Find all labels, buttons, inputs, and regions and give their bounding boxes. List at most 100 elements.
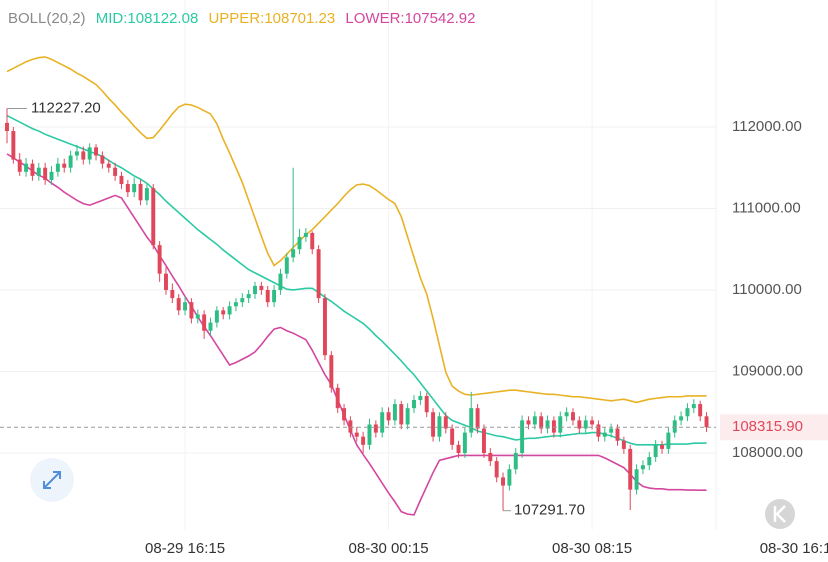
candle-body: [469, 408, 474, 433]
legend: BOLL(20,2) MID:108122.08 UPPER:108701.23…: [8, 10, 475, 27]
candle-body: [49, 171, 54, 180]
candle-body: [214, 310, 219, 323]
legend-mid: MID:108122.08: [96, 10, 199, 27]
candle-body: [62, 163, 67, 168]
x-tick-label: 08-29 16:15: [145, 540, 225, 557]
candle-body: [361, 436, 366, 445]
candle-body: [55, 163, 60, 172]
candle-body: [259, 285, 264, 290]
candle-body: [119, 175, 124, 185]
y-tick-label: 112000.00: [732, 118, 802, 135]
candle-body: [183, 302, 188, 311]
indicator-name: BOLL(20,2): [8, 10, 86, 27]
candle-body: [628, 448, 633, 490]
candle-body: [634, 469, 639, 490]
candle-body: [685, 408, 690, 417]
candle-body: [138, 184, 143, 201]
y-tick-label: 111000.00: [732, 199, 801, 216]
candle-body: [698, 404, 703, 417]
candle-body: [265, 289, 270, 303]
candle-body: [5, 122, 9, 132]
band-line: [6, 153, 707, 516]
candle-body: [208, 322, 213, 331]
candle-body: [443, 416, 448, 429]
candle-body: [475, 408, 480, 429]
y-tick-label: 110000.00: [732, 281, 802, 298]
candle-body: [507, 469, 512, 486]
candle-body: [87, 147, 92, 160]
candles: [5, 108, 709, 511]
last-price-label: 108315.90: [732, 418, 803, 435]
candle-body: [513, 452, 518, 470]
candle-body: [405, 408, 410, 425]
candle-body: [571, 412, 575, 421]
candle-body: [221, 310, 226, 315]
candle-body: [577, 420, 582, 429]
candle-body: [551, 420, 556, 433]
candle-body: [380, 412, 385, 433]
candle-body: [24, 163, 29, 172]
candle-body: [195, 314, 200, 319]
candle-body: [660, 444, 664, 449]
x-tick-label: 08-30 00:15: [349, 540, 429, 557]
candle-body: [354, 432, 359, 437]
candle-body: [545, 420, 550, 429]
candle-body: [412, 400, 416, 409]
candle-body: [74, 151, 79, 156]
candle-body: [157, 245, 162, 274]
candle-body: [615, 428, 620, 441]
candle-body: [94, 147, 98, 156]
candle-body: [431, 412, 436, 437]
candle-body: [81, 151, 86, 160]
candle-body: [621, 440, 626, 449]
candle-body: [399, 404, 404, 425]
candle-body: [640, 465, 645, 470]
candle-body: [653, 444, 658, 458]
latest-bg[interactable]: [765, 499, 795, 529]
candle-body: [437, 416, 442, 437]
candle-body: [348, 420, 353, 433]
candle-body: [596, 424, 601, 437]
expand-button[interactable]: [30, 458, 74, 502]
candle-body: [666, 432, 671, 449]
candle-body: [679, 416, 684, 421]
candle-body: [284, 257, 289, 274]
band-line: [6, 56, 707, 404]
candle-body: [151, 188, 156, 246]
candle-body: [418, 395, 423, 401]
candle-body: [367, 424, 372, 445]
candle-body: [144, 188, 149, 201]
y-tick-label: 108000.00: [732, 444, 803, 461]
x-tick-label: 08-30 08:15: [552, 540, 632, 557]
candle-body: [291, 249, 296, 258]
candle-body: [386, 412, 391, 421]
candle-body: [125, 184, 130, 193]
min-label: 107291.70: [514, 502, 585, 519]
x-tick-label: 08-30 16:1: [760, 540, 828, 557]
candle-body: [278, 273, 283, 290]
labels: 108000.00 109000.00 110000.00 111000.00 1120…: [0, 99, 828, 557]
candle-body: [590, 420, 595, 425]
candle-body: [106, 163, 111, 168]
bands: [6, 56, 707, 516]
candle-body: [202, 314, 207, 331]
candle-body: [170, 289, 175, 299]
candle-body: [609, 428, 614, 433]
grid: [0, 0, 717, 530]
candle-body: [100, 155, 105, 164]
candle-body: [602, 432, 607, 437]
scroll-latest-button[interactable]: [765, 499, 795, 529]
candle-body: [189, 302, 194, 319]
candle-body: [30, 163, 35, 176]
candle-body: [539, 416, 544, 429]
band-line: [6, 114, 707, 446]
legend-upper: UPPER:108701.23: [208, 10, 335, 27]
candle-body: [488, 452, 493, 462]
candle-body: [253, 285, 257, 295]
candle-body: [520, 420, 525, 453]
candle-body: [392, 404, 397, 421]
candle-body: [316, 249, 321, 299]
candle-body: [329, 355, 334, 388]
